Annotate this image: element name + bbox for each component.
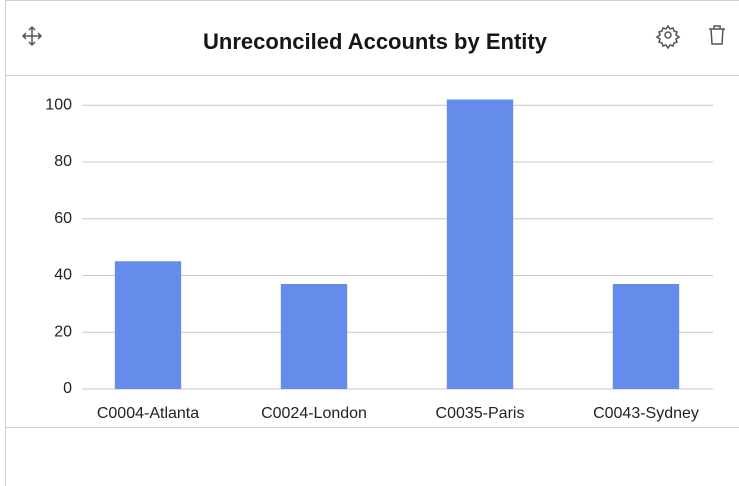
x-tick-label: C0043-Sydney [593, 405, 699, 422]
delete-icon[interactable] [709, 25, 725, 45]
y-tick-label: 20 [54, 323, 72, 340]
move-icon[interactable] [21, 25, 43, 47]
bar [612, 283, 680, 389]
card-border [5, 0, 739, 486]
bar [114, 261, 182, 389]
y-tick-label: 0 [63, 380, 72, 397]
x-tick-label: C0004-Atlanta [97, 405, 199, 422]
bar [280, 283, 348, 389]
settings-icon[interactable] [655, 24, 681, 50]
y-tick-label: 100 [45, 96, 72, 113]
y-tick-label: 60 [54, 210, 72, 227]
x-tick-label: C0024-London [261, 405, 367, 422]
x-tick-label: C0035-Paris [436, 405, 525, 422]
bar [446, 99, 514, 389]
y-tick-label: 80 [54, 153, 72, 170]
y-tick-label: 40 [54, 267, 72, 284]
chart-title: Unreconciled Accounts by Entity [203, 29, 548, 54]
